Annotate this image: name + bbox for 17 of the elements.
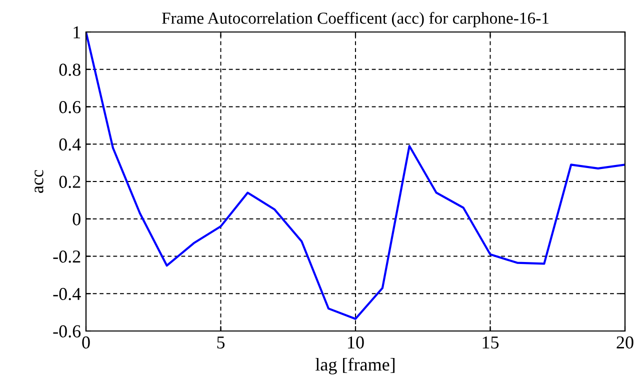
y-tick-label: 0 — [72, 213, 80, 226]
x-axis-title: lag [frame] — [316, 358, 395, 374]
y-tick-label: 0.4 — [59, 138, 81, 151]
chart-title: Frame Autocorrelation Coefficent (acc) for carphone-16-1 — [162, 12, 548, 28]
y-tick-label: -0.6 — [53, 325, 81, 338]
y-tick-label: 0.8 — [59, 64, 80, 76]
y-tick-label: 0.2 — [59, 176, 80, 188]
x-tick-label: 20 — [616, 336, 634, 349]
x-tick-label: 0 — [82, 336, 90, 349]
y-tick-label: 0.6 — [59, 101, 81, 114]
y-axis-title: acc — [34, 170, 44, 193]
y-tick-label: -0.4 — [53, 288, 81, 300]
x-tick-label: 5 — [217, 336, 225, 349]
y-tick-label: -0.2 — [53, 250, 80, 263]
y-tick-label: 1 — [74, 26, 80, 38]
x-tick-label: 15 — [482, 336, 499, 349]
x-tick-label: 10 — [348, 336, 364, 349]
